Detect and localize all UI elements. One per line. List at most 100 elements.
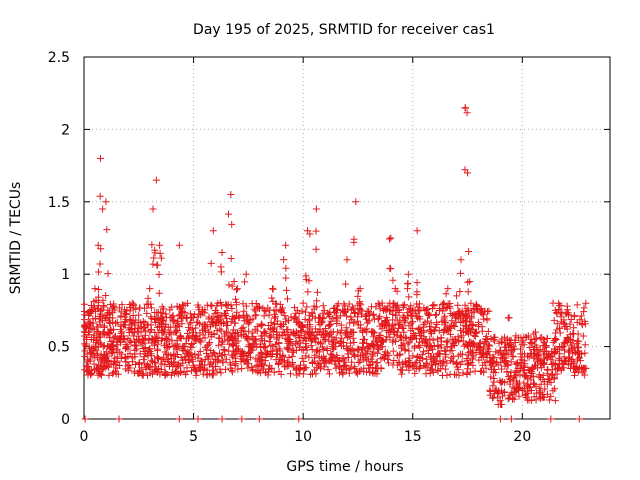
data-point <box>344 353 352 361</box>
data-point <box>426 328 434 336</box>
data-point <box>391 320 399 328</box>
data-point <box>560 319 568 327</box>
data-point <box>325 370 333 378</box>
y-axis-label: SRMTID / TECUs <box>8 182 24 295</box>
data-point <box>556 350 564 358</box>
data-point <box>221 346 229 354</box>
data-point <box>330 345 338 353</box>
data-point <box>95 268 103 276</box>
data-point <box>206 339 214 347</box>
data-point <box>272 300 280 308</box>
data-point <box>486 351 494 359</box>
data-point <box>306 230 314 238</box>
data-point <box>205 340 213 348</box>
data-point <box>156 241 164 249</box>
data-point <box>225 340 233 348</box>
data-point <box>337 365 345 373</box>
data-point <box>308 309 316 317</box>
data-point <box>582 299 590 307</box>
data-point <box>285 317 293 325</box>
data-point <box>486 361 494 369</box>
data-point <box>121 321 129 329</box>
data-point <box>405 347 413 355</box>
data-point <box>346 339 354 347</box>
data-point <box>181 301 189 309</box>
x-tick-label: 20 <box>513 429 531 445</box>
data-point <box>329 352 337 360</box>
data-point <box>574 368 582 376</box>
data-point <box>545 376 553 384</box>
data-point <box>385 359 393 367</box>
data-point <box>570 311 578 319</box>
data-point <box>422 370 430 378</box>
data-point <box>170 317 178 325</box>
data-point <box>329 314 337 322</box>
data-point <box>384 355 392 363</box>
data-point <box>265 337 273 345</box>
data-point <box>491 366 499 374</box>
data-point <box>97 307 105 315</box>
data-point <box>94 241 102 249</box>
data-point <box>539 359 547 367</box>
data-point <box>154 340 162 348</box>
data-point <box>579 332 587 340</box>
data-point <box>195 303 203 311</box>
data-point <box>469 361 477 369</box>
data-point <box>409 324 417 332</box>
data-point <box>258 321 266 329</box>
data-point <box>528 387 536 395</box>
data-point <box>108 341 116 349</box>
data-point <box>267 326 275 334</box>
data-point <box>320 314 328 322</box>
data-point <box>218 415 226 423</box>
data-point <box>466 368 474 376</box>
data-point <box>103 356 111 364</box>
data-point <box>251 337 259 345</box>
data-point <box>482 332 490 340</box>
data-point <box>303 303 311 311</box>
data-point <box>441 319 449 327</box>
data-point <box>280 356 288 364</box>
data-point <box>338 326 346 334</box>
data-point <box>275 339 283 347</box>
data-point <box>354 313 362 321</box>
data-point <box>209 227 217 235</box>
data-point <box>294 339 302 347</box>
data-point <box>429 336 437 344</box>
data-point <box>260 312 268 320</box>
data-point <box>551 385 559 393</box>
data-point <box>308 346 316 354</box>
data-point <box>386 235 394 243</box>
data-point <box>478 323 486 331</box>
data-point <box>186 326 194 334</box>
data-point <box>113 338 121 346</box>
data-point <box>443 359 451 367</box>
data-point <box>472 348 480 356</box>
data-point <box>175 241 183 249</box>
data-point <box>543 380 551 388</box>
data-point <box>476 339 484 347</box>
data-point <box>471 332 479 340</box>
data-point <box>185 358 193 366</box>
data-point <box>149 260 157 268</box>
data-point <box>113 347 121 355</box>
data-point <box>217 319 225 327</box>
data-point <box>288 341 296 349</box>
data-point <box>486 358 494 366</box>
data-point <box>154 354 162 362</box>
data-point <box>465 307 473 315</box>
data-point <box>489 393 497 401</box>
data-point <box>504 314 512 322</box>
data-point <box>490 357 498 365</box>
data-point <box>399 325 407 333</box>
data-point <box>146 345 154 353</box>
data-point <box>213 308 221 316</box>
data-point <box>503 336 511 344</box>
data-point <box>207 318 215 326</box>
data-point <box>540 360 548 368</box>
data-point <box>358 339 366 347</box>
data-point <box>173 340 181 348</box>
data-point <box>458 358 466 366</box>
data-point <box>412 358 420 366</box>
data-point <box>268 285 276 293</box>
